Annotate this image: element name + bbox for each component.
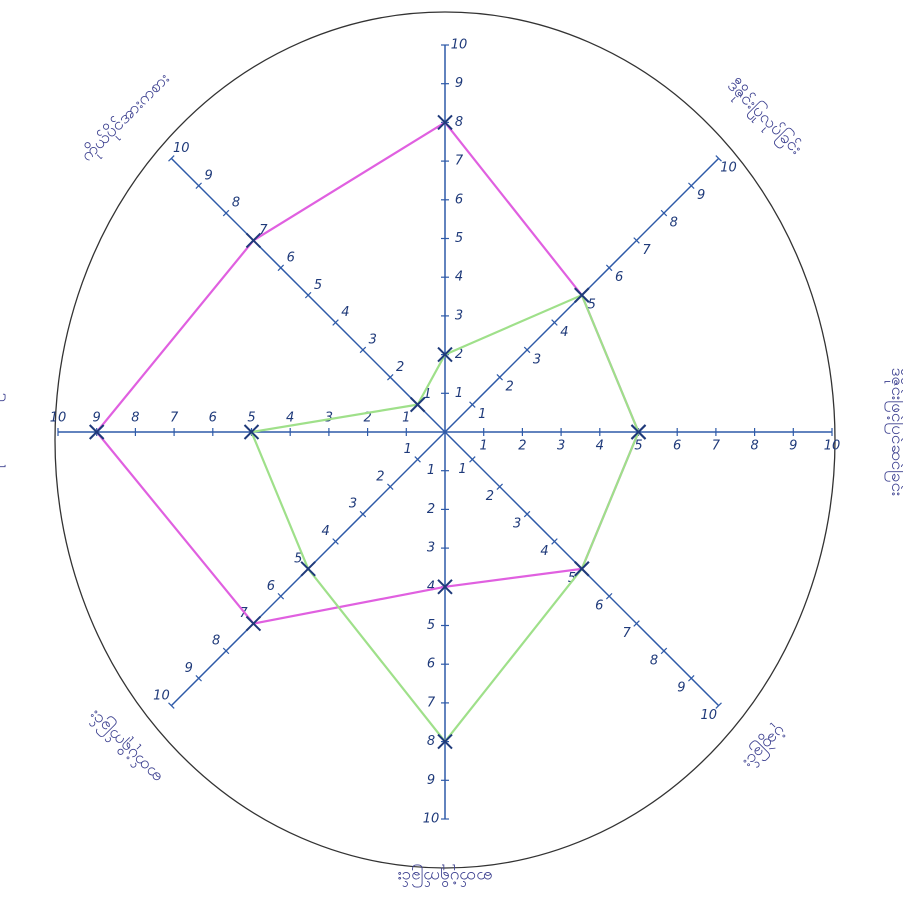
tick-label: 8: [455, 115, 463, 130]
tick-label: 1: [458, 462, 466, 477]
tick-label: 9: [427, 773, 435, 788]
tick-label: 3: [557, 439, 565, 454]
tick-label: 4: [596, 439, 604, 454]
tick-label: 5: [247, 411, 255, 426]
tick-label: 4: [321, 524, 329, 539]
tick-label: 2: [376, 469, 384, 484]
tick-label: 5: [427, 618, 435, 633]
tick-label: 3: [369, 333, 377, 348]
tick-label: 5: [314, 278, 322, 293]
tick-label: 8: [670, 215, 678, 230]
tick-label: 8: [650, 653, 658, 668]
data-point: [575, 288, 589, 302]
tick-label: 2: [505, 380, 513, 395]
tick-label: 3: [533, 352, 541, 367]
tick-label: 7: [427, 695, 436, 710]
tick-label: 4: [427, 579, 435, 594]
tick-label: 9: [455, 76, 463, 91]
tick-label: 6: [427, 657, 435, 672]
tick-label: 7: [642, 243, 651, 258]
category-label: ဒီဇိုင်းဖြင့်ပြင်ဆင်ခြင်း: [884, 368, 903, 497]
tick-label: 6: [673, 439, 681, 454]
chart: 12345678910ပုံပြင်ပြောခြင်း12345678910ဒီ…: [0, 0, 903, 902]
tick-label: 1: [402, 411, 410, 426]
tick-label: 4: [540, 544, 548, 559]
tick-label: 6: [455, 192, 463, 207]
tick-label: 1: [480, 439, 488, 454]
tick-label: 10: [700, 708, 717, 723]
tick-label: 1: [427, 463, 435, 478]
tick-label: 3: [513, 516, 521, 531]
tick-label: 8: [232, 196, 240, 211]
tick-label: 9: [677, 681, 685, 696]
tick-label: 9: [204, 168, 212, 183]
tick-label: 9: [93, 411, 101, 426]
tick-label: 2: [396, 360, 404, 375]
series-line: [97, 122, 639, 623]
category-label: ဒိုးတေးသံစဉ်: [0, 393, 6, 472]
tick-label: 4: [341, 305, 349, 320]
tick-label: 3: [427, 541, 435, 556]
tick-label: 2: [518, 439, 526, 454]
tick-label: 4: [286, 411, 294, 426]
tick-label: 10: [50, 411, 67, 426]
tick-label: 6: [209, 411, 217, 426]
tick-label: 3: [349, 497, 357, 512]
tick-label: 3: [455, 308, 463, 323]
tick-label: 10: [720, 161, 737, 176]
tick-label: 1: [478, 407, 486, 422]
category-label: ပုံဆွဲခြင်း: [737, 719, 792, 774]
page: {"chart_data": {"type": "radar", "catego…: [0, 0, 903, 902]
tick-label: 9: [697, 188, 705, 203]
tick-label: 8: [750, 439, 758, 454]
category-label: ကိုယ်ပိုင်အားကစား: [77, 69, 176, 168]
tick-label: 7: [170, 411, 179, 426]
tick-label: 8: [131, 411, 139, 426]
tick-label: 7: [455, 154, 464, 169]
tick-label: 10: [824, 439, 841, 454]
tick-label: 2: [427, 502, 435, 517]
category-label: ဓာတ်ပုံရိုက်ခြင်း: [83, 704, 168, 789]
tick-label: 6: [267, 579, 275, 594]
tick-label: 10: [153, 688, 170, 703]
tick-label: 6: [595, 599, 603, 614]
tick-label: 9: [789, 439, 797, 454]
tick-label: 8: [427, 734, 435, 749]
data-point: [246, 233, 260, 247]
tick-label: 4: [560, 325, 568, 340]
category-label: ဒီဇိုင်းပြုလုပ်ခြင်း: [721, 74, 807, 160]
tick-label: 8: [212, 634, 220, 649]
tick-label: 1: [455, 386, 463, 401]
tick-label: 2: [486, 489, 494, 504]
data-point: [301, 562, 315, 576]
tick-label: 4: [455, 270, 463, 285]
tick-label: 7: [712, 439, 721, 454]
tick-label: 9: [185, 661, 193, 676]
tick-label: 10: [423, 812, 440, 827]
tick-label: 1: [423, 387, 431, 402]
tick-label: 6: [615, 270, 623, 285]
category-label: ဓာတ်ပုံရိုက်ခြင်း: [397, 864, 492, 889]
tick-label: 10: [451, 38, 468, 53]
tick-label: 6: [287, 250, 295, 265]
tick-label: 7: [623, 626, 632, 641]
tick-label: 10: [173, 141, 190, 156]
tick-label: 1: [404, 442, 412, 457]
tick-label: 5: [455, 231, 463, 246]
